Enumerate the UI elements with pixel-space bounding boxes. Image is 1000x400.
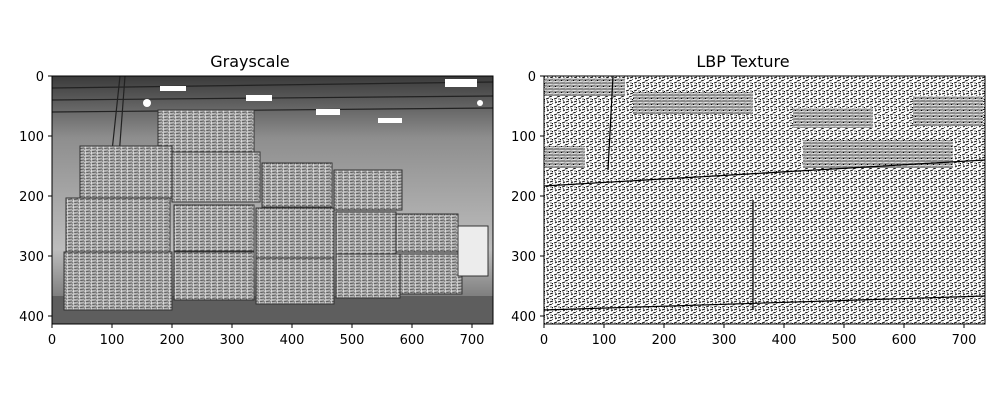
grayscale-y-ticks: 0 100 200 300 400 — [19, 70, 52, 325]
x-tick-label: 300 — [220, 333, 245, 348]
grayscale-panel: Grayscale — [19, 52, 494, 348]
grayscale-axes: 0 100 200 300 400 500 600 700 0 100 200 … — [19, 70, 494, 348]
lbp-gray-regions — [545, 78, 983, 168]
y-tick-label: 100 — [511, 130, 536, 145]
x-tick-label: 300 — [712, 333, 737, 348]
x-tick-label: 500 — [340, 333, 365, 348]
lbp-panel: LBP Texture — [493, 0, 993, 400]
x-tick-label: 700 — [952, 333, 977, 348]
y-tick-label: 200 — [19, 190, 44, 205]
y-tick-label: 0 — [36, 70, 44, 85]
lbp-image — [544, 76, 985, 324]
x-tick-label: 600 — [892, 333, 917, 348]
lbp-title: LBP Texture — [696, 52, 790, 71]
y-tick-label: 100 — [19, 130, 44, 145]
grayscale-x-ticks: 0 100 200 300 400 500 600 700 — [48, 324, 485, 348]
x-tick-label: 0 — [540, 333, 548, 348]
lbp-structure-lines — [543, 75, 986, 311]
y-tick-label: 200 — [511, 190, 536, 205]
y-tick-label: 0 — [528, 70, 536, 85]
x-tick-label: 600 — [400, 333, 425, 348]
y-tick-label: 400 — [19, 310, 44, 325]
y-tick-label: 300 — [511, 250, 536, 265]
x-tick-label: 100 — [100, 333, 125, 348]
grayscale-title: Grayscale — [210, 52, 290, 71]
y-tick-label: 300 — [19, 250, 44, 265]
bales — [63, 109, 489, 311]
x-tick-label: 200 — [160, 333, 185, 348]
y-tick-label: 400 — [511, 310, 536, 325]
ceiling-lights — [143, 79, 483, 123]
x-tick-label: 500 — [832, 333, 857, 348]
lbp-y-ticks: 0 100 200 300 400 — [511, 70, 544, 325]
x-tick-label: 0 — [48, 333, 56, 348]
x-tick-label: 700 — [460, 333, 485, 348]
x-tick-label: 400 — [280, 333, 305, 348]
lbp-x-ticks: 0 100 200 300 400 500 600 700 — [540, 324, 977, 348]
x-tick-label: 100 — [592, 333, 617, 348]
lbp-axes: 0 100 200 300 400 500 600 700 0 100 200 … — [511, 70, 986, 348]
x-tick-label: 400 — [772, 333, 797, 348]
x-tick-label: 200 — [652, 333, 677, 348]
